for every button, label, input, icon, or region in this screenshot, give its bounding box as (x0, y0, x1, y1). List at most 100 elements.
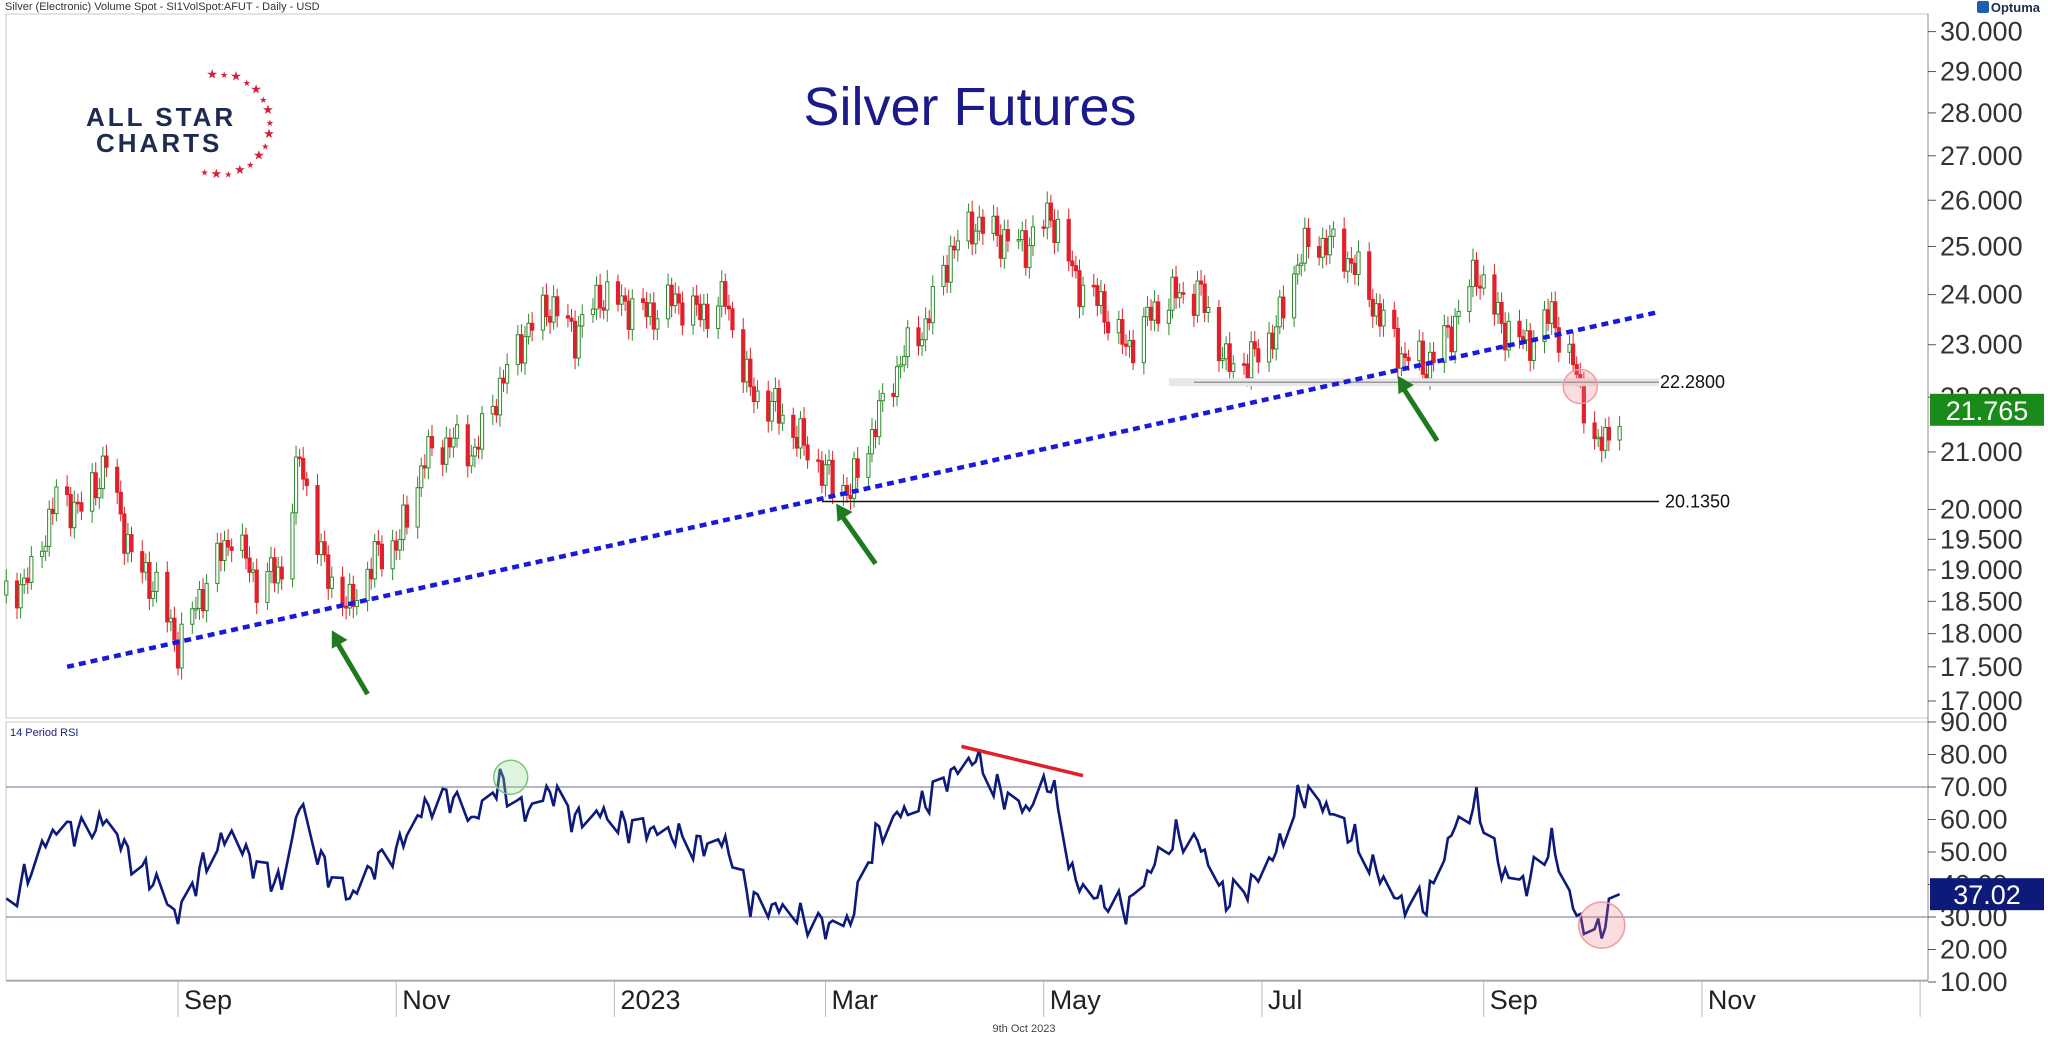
candle (247, 557, 252, 573)
candle (1524, 330, 1529, 341)
candle (1302, 227, 1307, 264)
candle (369, 568, 374, 580)
candle (723, 281, 728, 307)
candle (794, 436, 799, 449)
candle (919, 339, 925, 347)
candle (805, 444, 810, 461)
candle (1345, 258, 1350, 272)
candle (773, 387, 778, 402)
candle (479, 413, 485, 450)
candle (200, 588, 206, 612)
candle (494, 405, 499, 416)
candle (179, 623, 184, 669)
candle (240, 534, 245, 551)
candle (1066, 218, 1071, 262)
candle (1005, 229, 1011, 242)
candle (626, 300, 631, 330)
candle (873, 429, 878, 438)
last-price-label: 21.765 (1946, 396, 2029, 426)
candle (150, 590, 156, 599)
logo-star-icon: ★ (253, 147, 265, 162)
price-tick-label: 24.000 (1940, 280, 2023, 310)
candle (1392, 309, 1397, 329)
candle (65, 486, 70, 496)
candle (293, 456, 299, 514)
logo-star-icon: ★ (220, 70, 228, 80)
candle (515, 334, 520, 366)
candle (1356, 251, 1361, 275)
candle (826, 459, 832, 466)
candle (476, 446, 481, 450)
level-label-20-135: 20.1350 (1665, 492, 1730, 512)
rsi-last-label: 37.02 (1953, 880, 2021, 910)
candle (1177, 292, 1182, 299)
candle (1191, 293, 1197, 316)
candle (115, 466, 120, 493)
level-label-22-28: 22.2800 (1660, 372, 1725, 392)
candle (665, 284, 671, 320)
candle (254, 569, 259, 603)
candle (1152, 301, 1157, 321)
candle (1156, 301, 1161, 324)
candle (1517, 320, 1522, 338)
arrow-head-icon (836, 503, 853, 522)
candle (1080, 284, 1086, 308)
candle (1603, 427, 1608, 451)
candle (1481, 274, 1486, 289)
candle (1377, 303, 1383, 327)
candle (601, 307, 606, 311)
candle (1327, 235, 1332, 256)
x-tick-label: Jul (1268, 985, 1303, 1015)
support-arrow (1399, 384, 1440, 443)
candle (1277, 296, 1282, 328)
candle (326, 554, 331, 589)
price-tick-label: 17.000 (1940, 686, 2023, 716)
candle (1281, 296, 1286, 319)
candle (519, 334, 524, 364)
candle (18, 584, 23, 609)
candle (1324, 237, 1329, 256)
candle (279, 566, 284, 580)
candle (980, 216, 985, 234)
candle (1102, 291, 1107, 323)
rsi-divergence-line (961, 744, 1084, 778)
logo-star-icon: ★ (224, 169, 232, 179)
candle (877, 400, 882, 438)
candle (1095, 285, 1100, 306)
candle (1553, 301, 1558, 329)
candle (1478, 285, 1483, 289)
candle (351, 583, 356, 607)
candle (315, 485, 320, 555)
candle (780, 414, 785, 424)
candle (322, 541, 327, 556)
candle (1349, 258, 1354, 264)
candle (215, 542, 220, 584)
candle (1449, 326, 1454, 353)
rsi-tick-label: 70.00 (1940, 772, 2008, 802)
logo-star-icon: ★ (246, 160, 254, 170)
candle (555, 296, 560, 317)
candle (276, 566, 281, 584)
candle (497, 377, 503, 416)
candle (1030, 226, 1036, 247)
rsi-tick-label: 10.00 (1940, 967, 2008, 997)
candle (272, 557, 277, 584)
candle (691, 295, 696, 326)
candle (1442, 325, 1447, 363)
candle (741, 329, 746, 383)
candle (701, 303, 706, 321)
logo-star-icon: ★ (263, 126, 275, 141)
symbol-header: Silver (Electronic) Volume Spot - SI1Vol… (5, 1, 320, 13)
candle (891, 392, 896, 398)
candle (501, 377, 506, 384)
logo-star-icon: ★ (206, 67, 218, 82)
candle (673, 293, 678, 307)
x-tick-label: Mar (831, 985, 878, 1015)
candle (129, 534, 134, 553)
candle (594, 284, 599, 310)
candle (1045, 202, 1050, 229)
candle (22, 577, 27, 586)
candle (866, 453, 871, 478)
logo-star-icon: ★ (234, 162, 246, 177)
candle (544, 294, 549, 318)
